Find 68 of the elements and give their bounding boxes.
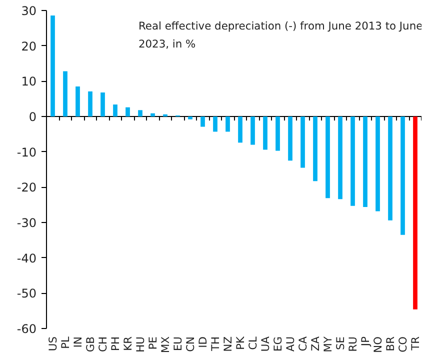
- bar: [126, 107, 130, 116]
- bar: [313, 116, 318, 182]
- x-tick-label: EU: [171, 336, 184, 352]
- x-tick-label: AU: [284, 336, 297, 352]
- x-tick-label: HU: [134, 336, 147, 352]
- x-tick-label: CN: [184, 336, 197, 352]
- x-tick-label: PH: [108, 336, 122, 351]
- x-tick-label: UA: [258, 336, 272, 352]
- bar: [400, 116, 405, 235]
- bar: [363, 116, 368, 207]
- x-tick-label: JP: [358, 336, 372, 348]
- x-tick-label: TH: [208, 336, 222, 352]
- x-tick-label: EG: [271, 336, 284, 352]
- bar: [350, 116, 355, 206]
- x-tick-label: US: [46, 336, 60, 352]
- x-tick-label: NZ: [221, 336, 234, 352]
- x-tick-label: ZA: [308, 336, 322, 352]
- bar: [376, 116, 380, 212]
- bar: [188, 116, 192, 120]
- bar: [413, 116, 418, 310]
- bar: [250, 116, 255, 145]
- x-tick-label: PK: [234, 335, 247, 350]
- y-tick-label: -50: [16, 286, 37, 301]
- bar: [338, 116, 342, 200]
- bar: [276, 116, 280, 151]
- y-tick-label: 30: [21, 4, 37, 18]
- bar: [63, 71, 68, 116]
- y-tick-label: -10: [16, 145, 37, 160]
- x-tick-label: CA: [296, 336, 310, 352]
- bar: [288, 116, 292, 161]
- bar: [238, 116, 242, 143]
- bar: [200, 116, 205, 127]
- x-tick-label: KR: [121, 336, 134, 351]
- y-tick-label: 0: [28, 110, 37, 124]
- bar: [138, 110, 142, 116]
- bar: [150, 113, 155, 116]
- bar: [226, 116, 230, 132]
- y-tick-label: -40: [16, 251, 37, 266]
- x-tick-label: CL: [246, 336, 260, 350]
- x-tick-label: MX: [158, 336, 172, 353]
- x-tick-label: GB: [84, 336, 97, 352]
- bar: [388, 116, 392, 220]
- bar: [300, 116, 305, 168]
- y-tick-label: 10: [21, 74, 37, 89]
- x-tick-label: PL: [58, 336, 72, 349]
- x-tick-label: RU: [346, 336, 360, 352]
- x-tick-label: PE: [146, 336, 160, 350]
- x-tick-label: ID: [196, 336, 210, 348]
- y-tick-label: -30: [16, 216, 37, 230]
- y-tick-label: -60: [16, 322, 37, 336]
- x-tick-label: CH: [96, 336, 110, 352]
- x-tick-label: NO: [371, 336, 384, 353]
- bar: [50, 15, 55, 116]
- x-tick-label: MY: [321, 336, 334, 352]
- x-tick-label: IN: [71, 336, 84, 348]
- bar: [263, 116, 268, 150]
- bar: [88, 91, 92, 116]
- bar: [326, 116, 330, 198]
- bar: [100, 92, 105, 116]
- bar: [76, 86, 80, 116]
- x-tick-label: TR: [408, 336, 422, 352]
- x-tick-label: SE: [334, 336, 347, 350]
- x-tick-label: BR: [384, 336, 397, 352]
- x-tick-label: CO: [396, 336, 410, 352]
- y-tick-label: 20: [21, 39, 37, 54]
- bar: [213, 116, 218, 132]
- y-tick-label: -20: [16, 180, 37, 195]
- bar: [113, 104, 118, 116]
